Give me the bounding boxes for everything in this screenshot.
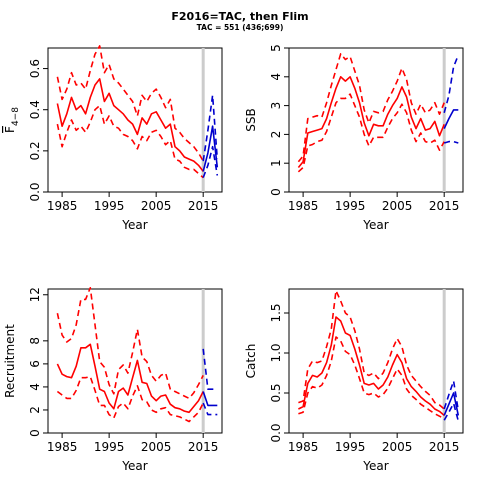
y-tick-label: 4: [28, 383, 42, 391]
plot-frame: [47, 288, 223, 434]
y-axis-label: F4−8: [3, 107, 21, 133]
historical-median-line: [298, 316, 445, 417]
projection-lower-line: [443, 140, 459, 144]
projection-upper-line: [443, 380, 460, 411]
plot-frame: [288, 288, 464, 434]
historical-lower-line: [56, 375, 204, 423]
x-tick-label: 2015: [429, 440, 460, 454]
y-tick-label: 0.5: [269, 383, 283, 402]
x-tick-label: 2005: [141, 199, 172, 213]
projection-median-line: [443, 109, 459, 129]
x-axis-label: Year: [362, 459, 388, 473]
x-axis-label: Year: [362, 218, 388, 232]
x-tick-label: 2005: [382, 199, 413, 213]
y-axis-label: Recruitment: [3, 324, 17, 398]
x-axis-label: Year: [121, 459, 147, 473]
projection-lower-line: [443, 402, 460, 422]
plot-frame: [47, 47, 223, 193]
y-tick-label: 0.0: [269, 423, 283, 442]
y-axis-label: SSB: [244, 108, 258, 131]
projection-upper-line: [202, 94, 219, 162]
y-tick-label: 2: [269, 131, 283, 139]
y-tick-label: 4: [269, 73, 283, 81]
y-tick-label: 0.6: [28, 59, 42, 78]
historical-median-line: [56, 343, 204, 414]
projection-median-line: [443, 392, 460, 416]
x-tick-label: 1985: [288, 440, 319, 454]
y-tick-label: 1.0: [269, 343, 283, 362]
projection-lower-line: [202, 402, 218, 416]
ssb-panel: 1985 1995 2005 2015 0 1 2 3 4 5 Year SSB: [244, 44, 464, 232]
x-tick-label: 1995: [335, 440, 366, 454]
projection-upper-line: [202, 348, 218, 391]
catch-panel: 1985 1995 2005 2015 0.0 0.5 1.0 1.5 Year Catch: [244, 288, 464, 473]
y-tick-label: 0.2: [28, 141, 42, 160]
y-tick-label: 0.4: [28, 100, 42, 119]
x-axis-label: Year: [121, 218, 147, 232]
y-tick-label: 3: [269, 102, 283, 110]
plot-frame: [288, 47, 464, 193]
recruitment-panel: 1985 1995 2005 2015 0 2 4 6 8 12 Year Recruitment: [3, 286, 223, 473]
x-tick-label: 2005: [141, 440, 172, 454]
x-tick-label: 1995: [94, 440, 125, 454]
x-tick-label: 2005: [382, 440, 413, 454]
projection-median-line: [202, 391, 218, 407]
x-tick-label: 1985: [288, 199, 319, 213]
x-tick-label: 1985: [47, 199, 78, 213]
x-tick-label: 2015: [188, 440, 219, 454]
chart-subtitle: TAC = 551 (436;699): [196, 23, 284, 32]
historical-lower-line: [297, 93, 445, 173]
y-tick-label: 0: [28, 429, 42, 437]
x-tick-label: 2015: [188, 199, 219, 213]
projection-median-line: [202, 125, 219, 172]
historical-upper-line: [56, 286, 204, 400]
projection-lower-line: [202, 145, 219, 178]
historical-upper-line: [298, 289, 445, 410]
projection-upper-line: [443, 54, 460, 114]
y-tick-label: 12: [28, 287, 42, 302]
historical-median-line: [56, 78, 204, 172]
historical-upper-line: [297, 52, 445, 163]
y-tick-label: 0.0: [28, 182, 42, 201]
x-tick-label: 1985: [47, 440, 78, 454]
x-tick-label: 1995: [335, 199, 366, 213]
y-tick-label: 5: [269, 44, 283, 52]
y-axis-label: Catch: [244, 344, 258, 379]
y-tick-label: 2: [28, 406, 42, 414]
historical-lower-line: [56, 104, 204, 179]
x-tick-label: 2015: [429, 199, 460, 213]
historical-median-line: [297, 76, 445, 169]
historical-lower-line: [298, 336, 445, 420]
y-tick-label: 0: [269, 188, 283, 196]
y-tick-label: 8: [28, 337, 42, 345]
chart-title: F2016=TAC, then Flim: [171, 10, 309, 23]
historical-upper-line: [56, 45, 204, 162]
y-tick-label: 6: [28, 360, 42, 368]
f-panel: 1985 1995 2005 2015 0.0 0.2 0.4 0.6 Year F4−8: [3, 45, 223, 232]
y-tick-label: 1.5: [269, 303, 283, 322]
y-tick-label: 1: [269, 159, 283, 167]
x-tick-label: 1995: [94, 199, 125, 213]
